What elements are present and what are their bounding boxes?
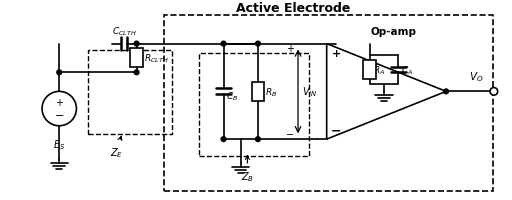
Text: $Z_B$: $Z_B$ — [241, 156, 254, 183]
Text: $C_{CLTH}$: $C_{CLTH}$ — [112, 25, 137, 38]
Bar — [164, 16, 493, 191]
Text: $V_O$: $V_O$ — [470, 70, 484, 83]
Text: $C_A$: $C_A$ — [401, 64, 413, 76]
Circle shape — [255, 137, 260, 142]
Text: $Z_E$: $Z_E$ — [110, 137, 123, 159]
Text: $V_{IN}$: $V_{IN}$ — [302, 85, 317, 99]
Text: $E_S$: $E_S$ — [53, 138, 66, 151]
Circle shape — [221, 137, 226, 142]
Text: +: + — [286, 44, 294, 54]
Circle shape — [444, 90, 449, 94]
Text: $R_{CLTH}$: $R_{CLTH}$ — [144, 52, 169, 65]
Bar — [199, 54, 309, 157]
Text: Active Electrode: Active Electrode — [236, 2, 350, 15]
Circle shape — [57, 71, 61, 75]
Circle shape — [134, 42, 139, 47]
Bar — [364, 61, 376, 80]
Text: +: + — [332, 49, 341, 59]
Text: $C_B$: $C_B$ — [226, 90, 239, 103]
Text: $R_A$: $R_A$ — [373, 64, 385, 76]
Circle shape — [490, 88, 498, 96]
Text: Op-amp: Op-amp — [371, 27, 417, 37]
Circle shape — [134, 71, 139, 75]
Bar — [252, 82, 264, 101]
Text: $R_B$: $R_B$ — [265, 86, 277, 98]
Text: −: − — [331, 123, 342, 136]
Circle shape — [255, 42, 260, 47]
Text: +: + — [55, 97, 63, 107]
Text: −: − — [286, 130, 294, 140]
Circle shape — [42, 92, 76, 126]
Bar — [88, 51, 172, 135]
Bar — [131, 49, 143, 68]
Text: −: − — [55, 111, 64, 121]
Circle shape — [221, 42, 226, 47]
